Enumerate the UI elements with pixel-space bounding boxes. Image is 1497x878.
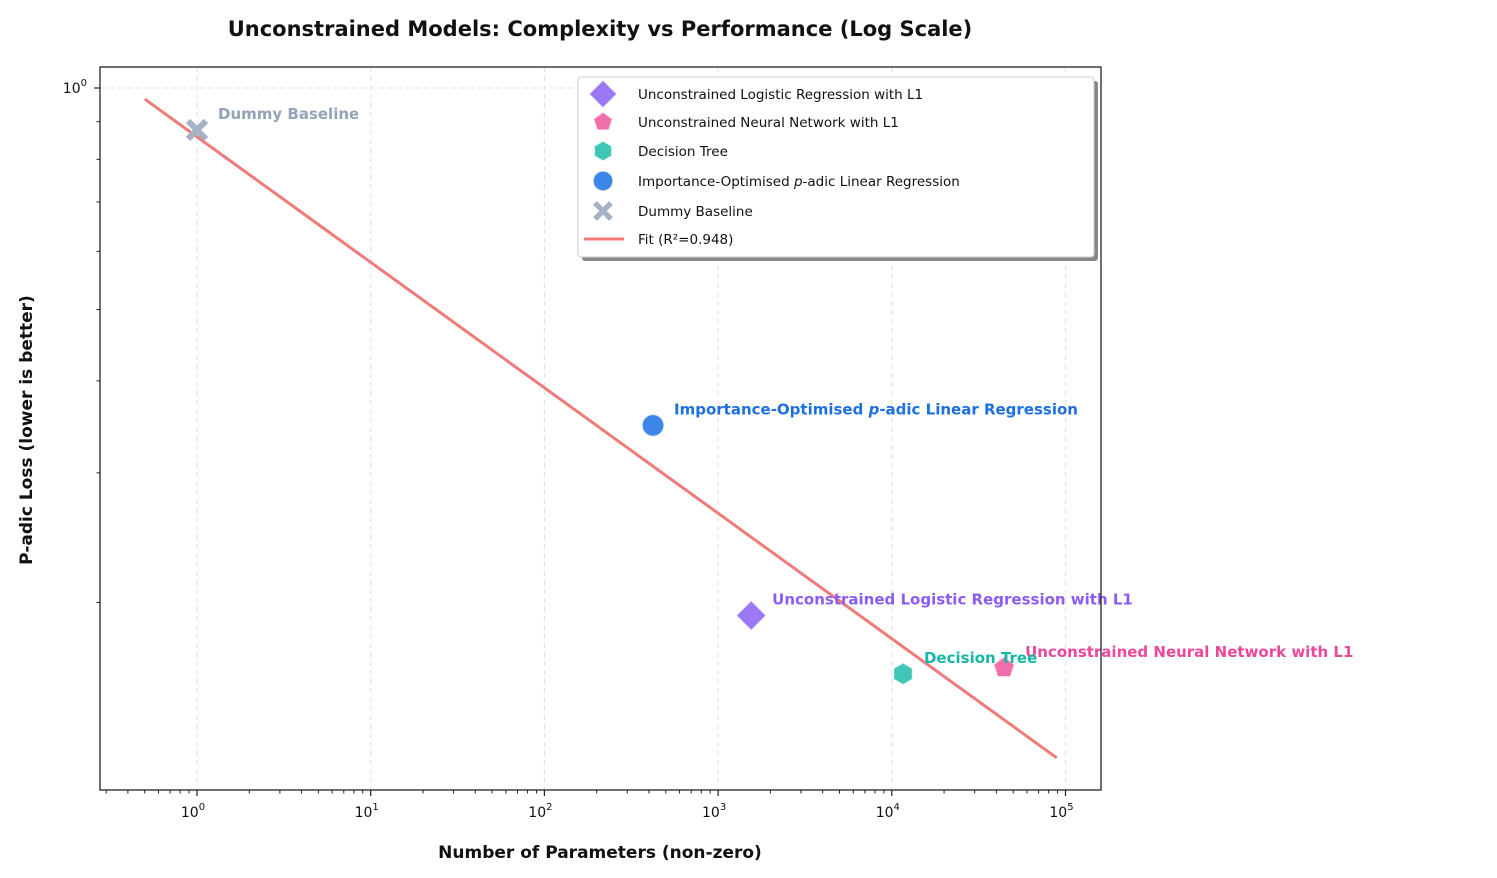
legend-label: Unconstrained Logistic Regression with L… — [638, 87, 923, 103]
x-tick-label: 104 — [876, 802, 900, 821]
x-tick-label: 101 — [355, 802, 379, 821]
data-point — [992, 655, 1016, 678]
point-annotation: Unconstrained Neural Network with L1 — [1025, 643, 1353, 661]
annotations-layer: Unconstrained Logistic Regression with L… — [218, 105, 1353, 667]
y-axis-label: P-adic Loss (lower is better) — [17, 295, 37, 565]
x-tick-label: 103 — [702, 802, 726, 821]
chart-title: Unconstrained Models: Complexity vs Perf… — [228, 17, 973, 41]
plot-frame — [99, 66, 1102, 791]
point-annotation: Unconstrained Logistic Regression with L… — [772, 590, 1133, 608]
legend-marker — [587, 78, 619, 110]
data-point — [641, 413, 665, 438]
data-point — [892, 661, 914, 686]
x-tick-label: 105 — [1049, 802, 1073, 821]
points-layer — [185, 118, 1016, 686]
point-annotation: Dummy Baseline — [218, 105, 359, 123]
data-point-stroke — [185, 118, 209, 142]
fit-line — [143, 97, 1058, 760]
legend-marker — [593, 201, 613, 221]
legend-marker — [592, 170, 614, 192]
y-tick-label: 100 — [63, 78, 87, 97]
legend-label: Unconstrained Neural Network with L1 — [638, 115, 899, 131]
legend-marker-stroke — [593, 201, 613, 221]
legend-label: Fit (R²=0.948) — [638, 232, 733, 248]
x-axis-label: Number of Parameters (non-zero) — [438, 843, 762, 863]
legend-box — [577, 76, 1095, 258]
x-tick-label: 100 — [181, 802, 205, 821]
x-tick-label: 102 — [528, 802, 552, 821]
point-annotation: Decision Tree — [924, 649, 1037, 667]
legend-marker — [593, 140, 613, 162]
point-annotation: Importance-Optimised p-adic Linear Regre… — [674, 400, 1078, 418]
legend-label: Decision Tree — [638, 144, 728, 160]
fit-line-layer — [143, 97, 1058, 760]
data-point — [735, 599, 768, 632]
data-point — [185, 118, 209, 142]
legend-label: Dummy Baseline — [638, 204, 753, 220]
legend-marker — [592, 111, 614, 131]
legend: Unconstrained Logistic Regression with L… — [577, 76, 1098, 261]
axes: 100 101 102 103 104 105 100 — [63, 78, 1074, 821]
legend-label: Importance-Optimised p-adic Linear Regre… — [638, 174, 960, 190]
